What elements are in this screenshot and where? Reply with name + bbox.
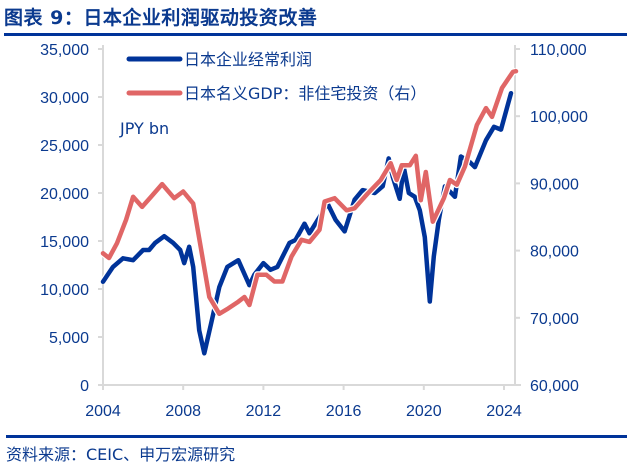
right-tick-label: 70,000: [530, 311, 579, 328]
x-tick-label: 2024: [486, 403, 522, 420]
right-tick-label: 60,000: [530, 378, 579, 395]
left-tick-label: 35,000: [40, 42, 89, 59]
figure-title: 图表 9：日本企业利润驱动投资改善: [4, 7, 318, 29]
x-tick-label: 2008: [165, 403, 201, 420]
x-tick-label: 2016: [326, 403, 362, 420]
x-tick-label: 2012: [246, 403, 282, 420]
x-tick-label: 2004: [85, 403, 121, 420]
left-tick-label: 25,000: [40, 138, 89, 155]
source-note: 资料来源：CEIC、申万宏源研究: [6, 445, 236, 464]
series-line-investment: [100, 68, 519, 317]
legend-label-profit: 日本企业经常利润: [184, 50, 312, 69]
right-tick-label: 110,000: [530, 42, 587, 59]
legend: 日本企业经常利润 日本名义GDP：非住宅投资（右） JPY bn: [119, 50, 426, 138]
series-line-profit: [100, 90, 514, 356]
left-tick-label: 0: [80, 378, 89, 395]
source-rule: [6, 435, 627, 438]
unit-label: JPY bn: [119, 119, 169, 138]
left-tick-label: 20,000: [40, 186, 89, 203]
left-tick-label: 5,000: [49, 330, 89, 347]
legend-label-investment: 日本名义GDP：非住宅投资（右）: [184, 84, 426, 103]
left-tick-label: 10,000: [40, 282, 89, 299]
x-tick-label: 2020: [406, 403, 442, 420]
left-tick-label: 30,000: [40, 90, 89, 107]
right-tick-label: 90,000: [530, 176, 579, 193]
right-tick-label: 100,000: [530, 109, 588, 126]
title-rule: [4, 33, 627, 36]
left-tick-label: 15,000: [40, 234, 89, 251]
right-tick-label: 80,000: [530, 244, 579, 261]
